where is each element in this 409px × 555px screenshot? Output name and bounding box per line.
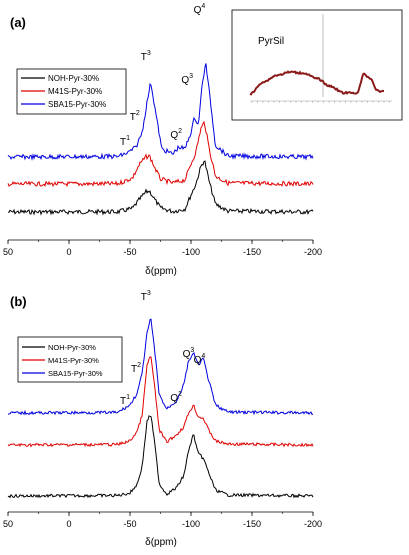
x-tick-label: -200 (304, 519, 322, 529)
series-line-noh (7, 160, 314, 216)
series-line-sba15 (7, 63, 314, 161)
panel-a-xlabel: δ(ppm) (145, 266, 177, 277)
series-line-m41s (7, 356, 314, 448)
peak-label: Q4 (194, 3, 206, 16)
legend-label-sba15: SBA15-Pyr-30% (48, 369, 103, 378)
series-line-noh (7, 415, 314, 499)
x-tick-label: -150 (243, 247, 261, 257)
panel-b-legend: NOH-Pyr-30% M41S-Pyr-30% SBA15-Pyr-30% (17, 336, 123, 383)
peak-label: Q2 (170, 128, 182, 141)
x-tick-label: -50 (123, 247, 136, 257)
series-line-m41s (7, 120, 314, 188)
x-tick-label: -100 (182, 519, 200, 529)
x-tick-label: 0 (66, 247, 71, 257)
panel-b-traces (7, 318, 314, 499)
peak-label: T3 (141, 290, 151, 303)
legend-box (16, 68, 127, 115)
x-tick-label: -100 (182, 247, 200, 257)
x-tick-label: -50 (123, 519, 136, 529)
panel-a-label: (a) (10, 15, 26, 30)
x-tick-label: 50 (3, 519, 13, 529)
peak-label: Q3 (183, 347, 195, 360)
legend-label-noh: NOH-Pyr-30% (48, 74, 99, 83)
inset-frame (231, 9, 403, 121)
peak-label: Q4 (194, 353, 206, 366)
series-line-sba15 (7, 318, 314, 416)
panel-b-x-axis: 50 0 -50 -100 -150 -200 (3, 511, 322, 529)
panel-a-traces (7, 63, 314, 216)
peak-label: Q2 (170, 391, 182, 404)
inset-ticks (251, 101, 390, 103)
inset-label: PyrSil (258, 36, 284, 47)
x-tick-label: 50 (3, 247, 13, 257)
legend-label-sba15: SBA15-Pyr-30% (48, 100, 106, 109)
panel-a-inset: PyrSil (231, 9, 403, 121)
peak-label: T1 (120, 135, 130, 148)
panel-b-xlabel: δ(ppm) (145, 537, 177, 548)
peak-label: T3 (141, 50, 151, 63)
peak-label: T2 (130, 110, 140, 123)
x-tick-label: 0 (66, 519, 71, 529)
x-tick-label: -200 (304, 247, 322, 257)
panel-a-x-axis: 50 0 -50 -100 -150 -200 (3, 239, 322, 257)
peak-label: Q3 (181, 73, 193, 86)
legend-label-noh: NOH-Pyr-30% (48, 343, 96, 352)
legend-label-m41s: M41S-Pyr-30% (48, 87, 102, 96)
x-tick-label: -150 (243, 519, 261, 529)
peak-label: T2 (131, 362, 141, 375)
panel-a-legend: NOH-Pyr-30% M41S-Pyr-30% SBA15-Pyr-30% (16, 68, 127, 115)
inset-curve (249, 70, 385, 96)
peak-label: T1 (120, 394, 130, 407)
panel-b-label: (b) (10, 294, 27, 309)
legend-label-m41s: M41S-Pyr-30% (48, 356, 99, 365)
